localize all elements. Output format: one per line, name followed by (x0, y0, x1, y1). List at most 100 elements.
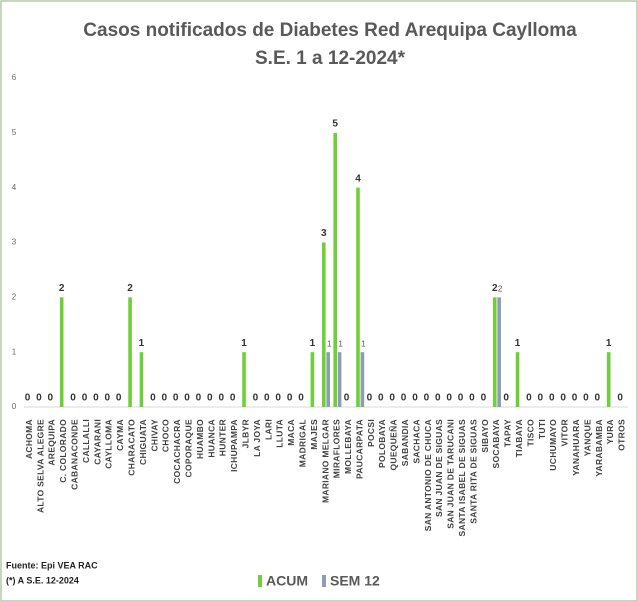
x-tick-label: LLUTA (275, 419, 285, 448)
value-label: 0 (412, 393, 418, 404)
value-label: 0 (458, 393, 464, 404)
bar (360, 352, 365, 407)
value-label: 1 (327, 339, 332, 348)
y-tick-label: 1 (12, 347, 17, 356)
x-tick-label: MARIANO MELGAR (320, 419, 330, 503)
bar (128, 297, 132, 407)
bar (59, 297, 64, 407)
x-tick-label: POCSI (366, 419, 376, 447)
value-label: 0 (230, 393, 236, 404)
x-tick-label: YURA (605, 419, 615, 444)
value-label: 0 (70, 393, 76, 404)
value-label: 0 (82, 393, 88, 404)
x-tick-label: MIRAFLORES (332, 419, 342, 478)
x-tick-label: SABANDIA (400, 419, 410, 466)
x-tick-label: YANAHUARA (571, 419, 581, 476)
x-tick-label: CHARACATO (127, 419, 137, 476)
value-label: 0 (173, 393, 179, 404)
x-tick-label: CAYLLOMA (104, 419, 114, 469)
x-tick-label: COCACHACRA (172, 419, 182, 484)
x-tick-label: UCHUMAYO (548, 419, 558, 471)
value-label: 1 (241, 338, 247, 349)
source: Fuente: Epi VEA RAC (6, 560, 98, 570)
value-label: 0 (184, 393, 190, 404)
x-tick-label: SACHACA (411, 419, 421, 464)
x-tick-label: OTROS (617, 419, 627, 451)
value-label: 3 (321, 228, 327, 239)
bar (326, 352, 330, 407)
x-tick-label: CALLALLI (81, 419, 91, 463)
x-tick-label: CAYMA (115, 419, 125, 451)
x-tick-label: PAUCARPATA (354, 419, 364, 479)
x-tick-label: HUANCA (206, 419, 216, 458)
value-label: 0 (526, 393, 532, 404)
value-label: 0 (435, 393, 441, 404)
legend-label: ACUM (266, 573, 308, 589)
x-tick-label: TUTI (537, 419, 547, 439)
value-label: 0 (25, 393, 31, 404)
value-label: 1 (361, 339, 366, 348)
x-tick-label: HUAMBO (195, 419, 205, 459)
x-tick-label: TIABAYA (514, 419, 524, 457)
value-label: 2 (59, 283, 65, 294)
y-tick-label: 6 (12, 73, 17, 82)
bar (139, 352, 144, 407)
x-tick-label: ACHOMA (24, 419, 34, 459)
x-tick-label: ALTO SELVA ALEGRE (35, 419, 45, 513)
bar (333, 132, 337, 408)
bar (497, 297, 501, 407)
value-label: 0 (503, 393, 509, 404)
value-label: 0 (218, 393, 224, 404)
value-label: 2 (492, 283, 498, 294)
note: (*) A S.E. 12-2024 (6, 575, 79, 585)
x-tick-label: LA JOYA (252, 419, 262, 457)
value-label: 0 (583, 393, 589, 404)
x-tick-label: CHOCO (161, 419, 171, 452)
bar (337, 352, 342, 407)
chart-subtitle: S.E. 1 a 12-2024* (255, 48, 406, 69)
bar (356, 187, 360, 407)
value-label: 0 (549, 393, 555, 404)
x-tick-label: CHIVAY (149, 419, 159, 452)
legend-swatch (322, 575, 326, 587)
bar (492, 297, 497, 407)
value-label: 0 (389, 393, 395, 404)
bar (242, 352, 246, 407)
value-label: 0 (275, 393, 281, 404)
x-tick-label: YANQUE (582, 419, 592, 456)
value-label: 0 (538, 393, 544, 404)
value-label: 2 (498, 284, 503, 293)
bar (310, 352, 315, 407)
x-tick-label: MOLLEBAYA (343, 419, 353, 474)
value-label: 0 (298, 393, 304, 404)
x-tick-label: HUNTER (218, 419, 228, 456)
x-tick-label: QUEQUEÑA (389, 419, 399, 471)
x-tick-label: MAJES (309, 419, 319, 450)
legend-swatch (258, 575, 262, 587)
value-label: 0 (287, 393, 293, 404)
value-label: 1 (310, 338, 316, 349)
value-label: 0 (481, 393, 487, 404)
value-label: 1 (515, 338, 521, 349)
x-tick-label: MADRIGAL (297, 419, 307, 467)
value-label: 0 (207, 393, 213, 404)
value-label: 1 (606, 338, 612, 349)
x-tick-label: POLOBAYA (377, 419, 387, 468)
value-label: 1 (139, 338, 145, 349)
value-label: 0 (344, 393, 350, 404)
value-label: 0 (196, 393, 202, 404)
value-label: 0 (161, 393, 167, 404)
x-tick-label: CABANACONDE (70, 419, 80, 490)
x-tick-label: CAYARANI (92, 419, 102, 465)
chart-title: Casos notificados de Diabetes Red Arequi… (83, 20, 577, 41)
value-label: 0 (104, 393, 110, 404)
x-tick-label: JLBYR (240, 419, 250, 448)
y-tick-label: 5 (12, 128, 17, 137)
value-label: 0 (378, 393, 384, 404)
y-tick-label: 0 (12, 402, 17, 411)
value-label: 0 (93, 393, 99, 404)
value-label: 1 (338, 339, 343, 348)
y-tick-label: 2 (12, 292, 17, 301)
value-label: 5 (332, 118, 338, 129)
